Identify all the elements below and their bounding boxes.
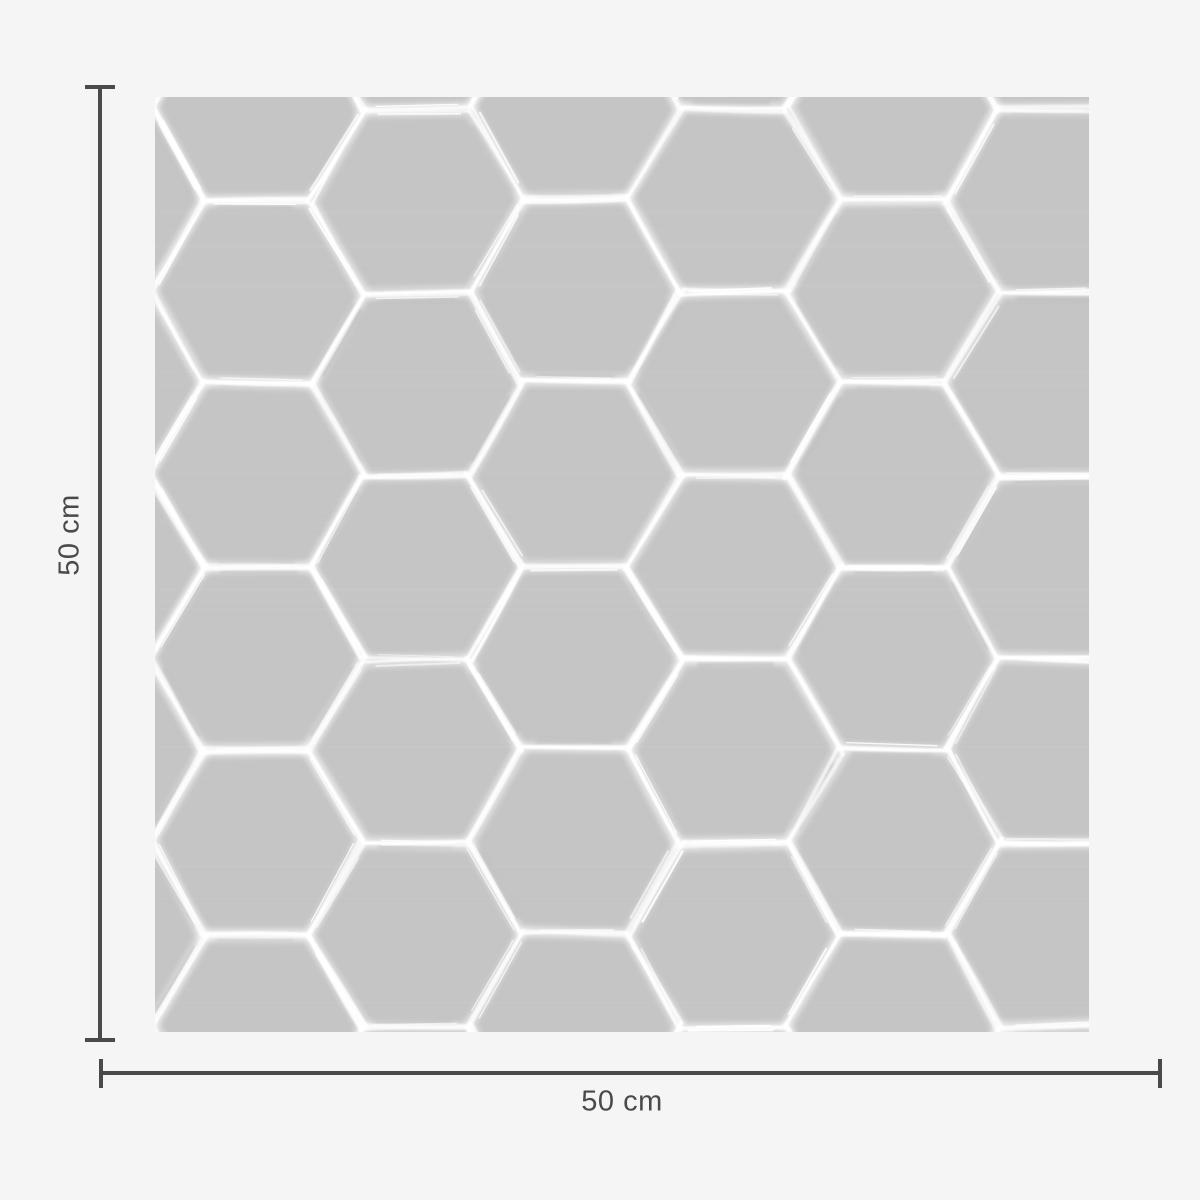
- width-dimension-line: [101, 1071, 1161, 1075]
- width-dimension-cap-left: [99, 1059, 103, 1088]
- width-dimension-cap-right: [1158, 1059, 1162, 1088]
- height-dimension-cap-bottom: [85, 1038, 115, 1042]
- hexagon-pattern: [155, 97, 1089, 1032]
- width-label: 50 cm: [581, 1085, 663, 1118]
- height-dimension-cap-top: [85, 85, 115, 89]
- height-label: 50 cm: [53, 494, 86, 576]
- tile-swatch: [155, 97, 1089, 1032]
- height-dimension-line: [98, 85, 102, 1042]
